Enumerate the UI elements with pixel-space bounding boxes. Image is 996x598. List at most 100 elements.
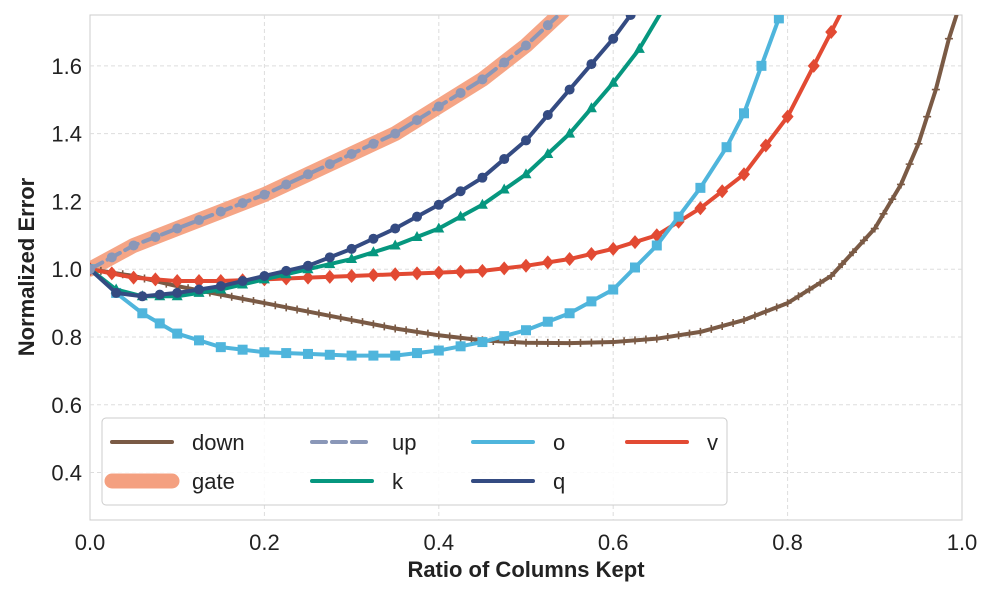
data-point-q: [215, 281, 226, 292]
legend-item-k: k: [310, 469, 404, 494]
data-point-k: [520, 168, 532, 179]
legend-label-up: up: [392, 430, 416, 455]
data-point-up: [368, 138, 379, 149]
x-tick-label: 0.0: [75, 530, 106, 555]
legend-item-up: up: [310, 430, 416, 455]
data-point-down: [543, 338, 552, 347]
data-point-k: [455, 210, 467, 221]
data-point-o: [237, 344, 248, 355]
data-point-down: [931, 85, 940, 94]
data-point-o: [390, 350, 401, 361]
series-o: [90, 0, 793, 361]
data-point-o: [137, 308, 148, 319]
y-tick-label: 1.4: [51, 122, 82, 147]
data-point-down: [532, 338, 541, 347]
data-point-v: [411, 266, 423, 281]
data-point-v: [759, 138, 772, 153]
legend-label-q: q: [553, 469, 565, 494]
y-tick-label: 0.8: [51, 325, 82, 350]
data-point-down: [227, 292, 236, 301]
data-point-down: [750, 311, 759, 320]
y-tick-label: 1.6: [51, 54, 82, 79]
legend-item-q: q: [471, 469, 565, 494]
data-point-down: [347, 316, 356, 325]
data-point-q: [521, 135, 531, 146]
data-point-down: [325, 311, 334, 320]
data-point-down: [914, 139, 923, 148]
axis-ticks: 0.0 0.2 0.4 0.6 0.8 1.0 0.4 0.6 0.8 1.0 1.2 1.4 1.6: [51, 54, 977, 555]
data-point-o: [630, 262, 640, 273]
data-point-down: [707, 324, 716, 333]
data-point-k: [389, 239, 401, 250]
data-point-down: [696, 327, 705, 336]
data-point-o: [259, 347, 270, 358]
data-point-down: [413, 327, 421, 336]
data-point-v: [781, 109, 794, 124]
legend-item-o: o: [471, 430, 565, 455]
data-point-v: [738, 167, 750, 182]
y-tick-label: 0.4: [51, 461, 82, 486]
data-point-down: [740, 316, 748, 325]
data-point-v: [127, 270, 140, 285]
data-point-o: [194, 335, 204, 346]
data-point-v: [541, 255, 554, 270]
data-point-down: [467, 335, 476, 344]
y-tick-label: 1.2: [51, 189, 82, 214]
data-point-up: [521, 40, 531, 51]
data-point-k: [585, 102, 597, 113]
y-axis-title: Normalized Error: [14, 177, 39, 356]
data-point-o: [455, 341, 466, 352]
series-q: [90, 0, 653, 302]
data-point-up: [542, 20, 553, 31]
data-point-v: [476, 263, 489, 278]
data-point-v: [843, 0, 855, 5]
data-point-q: [433, 199, 444, 210]
data-point-down: [685, 329, 694, 338]
data-point-k: [633, 42, 645, 53]
data-point-q: [281, 265, 292, 276]
x-axis-title: Ratio of Columns Kept: [407, 557, 645, 582]
data-point-down: [293, 305, 302, 314]
data-point-v: [807, 58, 820, 73]
data-point-v: [454, 264, 467, 279]
data-point-v: [105, 266, 118, 281]
data-point-o: [651, 240, 662, 251]
data-point-down: [304, 307, 312, 316]
data-point-up: [346, 148, 357, 159]
legend-label-v: v: [707, 430, 718, 455]
data-point-o: [499, 331, 510, 342]
data-point-down: [511, 338, 520, 347]
data-point-up: [390, 128, 401, 139]
data-point-q: [477, 172, 488, 183]
data-point-v: [825, 24, 838, 39]
data-point-up: [259, 189, 270, 200]
data-point-q: [608, 33, 619, 44]
data-point-down: [423, 329, 432, 338]
data-point-up: [90, 264, 95, 275]
data-point-o: [783, 0, 793, 3]
data-point-v: [432, 265, 445, 280]
x-tick-label: 1.0: [947, 530, 978, 555]
data-point-v: [389, 267, 402, 282]
data-point-down: [859, 236, 868, 245]
data-point-k: [411, 230, 423, 241]
data-point-k: [367, 246, 379, 257]
data-point-down: [879, 209, 888, 218]
data-point-down: [238, 294, 247, 303]
data-point-up: [455, 87, 466, 98]
data-point-down: [631, 336, 639, 345]
data-point-down: [805, 285, 814, 294]
data-point-up: [281, 179, 292, 190]
data-point-up: [172, 223, 183, 234]
data-point-down: [783, 299, 792, 308]
data-point-o: [433, 345, 444, 356]
x-tick-label: 0.6: [598, 530, 629, 555]
data-point-q: [643, 0, 653, 3]
data-point-down: [772, 303, 781, 312]
data-point-o: [542, 316, 553, 327]
data-point-down: [358, 318, 367, 327]
x-tick-label: 0.8: [772, 530, 803, 555]
data-point-v: [563, 252, 576, 267]
data-point-q: [390, 223, 401, 234]
